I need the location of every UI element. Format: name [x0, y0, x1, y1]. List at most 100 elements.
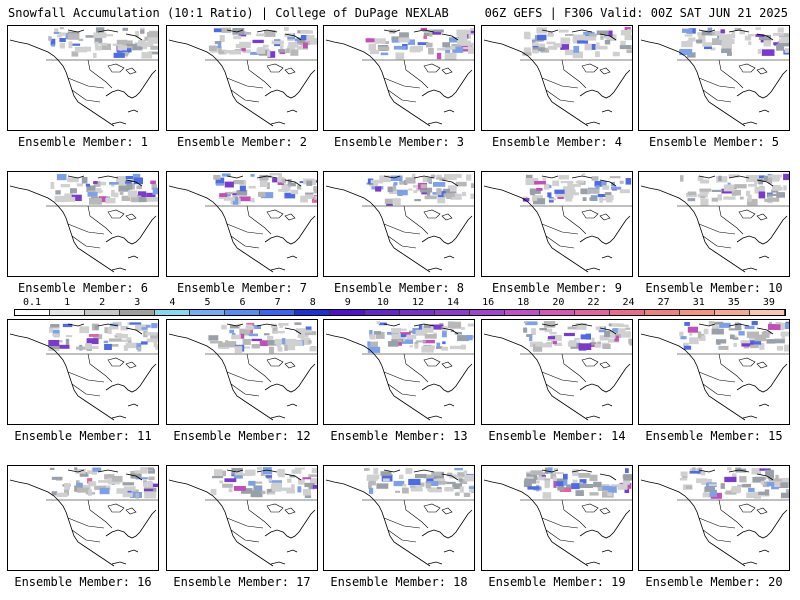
north-america-map: [168, 467, 317, 567]
snow-patch: [712, 38, 722, 45]
snow-patch: [544, 328, 553, 333]
north-america-map: [325, 321, 474, 421]
snow-patch: [685, 485, 693, 489]
snow-patch: [135, 492, 140, 499]
ensemble-map-panel: [638, 25, 790, 131]
snow-patch: [402, 487, 409, 494]
north-america-map: [168, 322, 317, 421]
snow-patch: [610, 484, 622, 487]
ensemble-map-panel: [638, 465, 790, 571]
north-america-map: [640, 173, 789, 273]
snow-patch: [104, 327, 109, 334]
snow-patch: [303, 488, 311, 496]
snow-patch: [604, 192, 612, 197]
snow-patch: [253, 325, 261, 329]
snow-patch: [246, 324, 253, 328]
snow-patch: [597, 194, 607, 198]
snow-patch: [57, 344, 70, 349]
ensemble-map-panel: [323, 25, 475, 131]
snow-patch: [612, 51, 620, 57]
snow-patch: [780, 492, 789, 499]
legend-color-swatch: [575, 310, 610, 315]
snow-patch: [692, 467, 696, 474]
ensemble-map-panel: [323, 171, 475, 277]
snow-patch: [611, 323, 625, 327]
snow-patch: [552, 180, 560, 187]
snow-patch: [783, 173, 789, 181]
snow-patch: [50, 324, 60, 328]
snow-patch: [116, 176, 126, 183]
snow-patch: [234, 346, 243, 354]
snow-patch: [732, 473, 737, 478]
snow-patch: [579, 479, 587, 484]
snow-patch: [436, 177, 447, 180]
snow-patch: [374, 38, 386, 44]
snow-patch: [49, 327, 53, 333]
snow-patch: [765, 469, 774, 476]
great-lakes: [107, 63, 137, 75]
snow-patch: [774, 478, 786, 482]
snow-patch: [378, 46, 390, 51]
snow-patch: [378, 322, 387, 326]
snow-patch: [99, 487, 110, 495]
snow-patch: [594, 343, 601, 348]
snow-patch: [232, 196, 239, 200]
snow-patch: [731, 38, 735, 44]
snow-patch: [295, 328, 306, 333]
snow-patch: [568, 183, 581, 187]
snow-patch: [734, 27, 742, 31]
snow-patch: [709, 322, 715, 325]
legend-color-swatch: [645, 310, 680, 315]
snow-patch: [529, 335, 533, 342]
snow-patch: [573, 192, 579, 196]
snow-patch: [79, 326, 90, 334]
snow-patch: [65, 338, 70, 345]
snow-patch: [427, 191, 431, 199]
snow-patch: [414, 343, 419, 349]
snow-patch: [417, 42, 429, 46]
snow-patch: [742, 483, 751, 488]
snow-patch: [768, 324, 781, 330]
arctic-islands: [541, 175, 617, 271]
arctic-islands: [541, 469, 617, 565]
snow-patch: [218, 342, 229, 349]
snow-patch: [526, 476, 534, 479]
snow-patch: [400, 332, 411, 337]
snow-patch: [229, 50, 242, 55]
ensemble-member-label: Ensemble Member: 13: [330, 429, 468, 443]
snow-patch: [108, 481, 121, 485]
snow-patch: [563, 332, 575, 337]
snow-patch: [585, 333, 591, 340]
political-borders: [46, 205, 158, 249]
snow-patch: [751, 468, 761, 475]
snow-patch: [304, 482, 312, 488]
snow-patch: [222, 483, 233, 488]
snow-patch: [748, 184, 757, 187]
snow-patch: [547, 467, 553, 474]
snow-patch: [376, 321, 380, 325]
snowfall-shading: [49, 467, 158, 499]
snow-patch: [704, 46, 712, 50]
snow-patch: [589, 197, 597, 201]
snow-patch: [747, 198, 758, 206]
snow-patch: [151, 323, 158, 329]
snow-patch: [309, 38, 317, 45]
snow-patch: [763, 175, 769, 182]
snow-patch: [584, 35, 597, 41]
snow-patch: [93, 181, 98, 184]
snow-patch: [144, 491, 157, 499]
snow-patch: [122, 51, 129, 57]
snow-patch: [376, 483, 389, 489]
snow-patch: [554, 342, 562, 346]
snow-patch: [567, 326, 577, 330]
snow-patch: [682, 28, 693, 33]
arctic-islands: [698, 29, 774, 125]
snow-patch: [245, 469, 256, 476]
snow-patch: [395, 198, 401, 205]
snow-patch: [593, 481, 602, 488]
snow-patch: [565, 196, 573, 202]
snow-patch: [702, 42, 712, 47]
snow-patch: [93, 53, 97, 58]
snowfall-shading: [679, 27, 789, 58]
snow-patch: [147, 480, 152, 487]
